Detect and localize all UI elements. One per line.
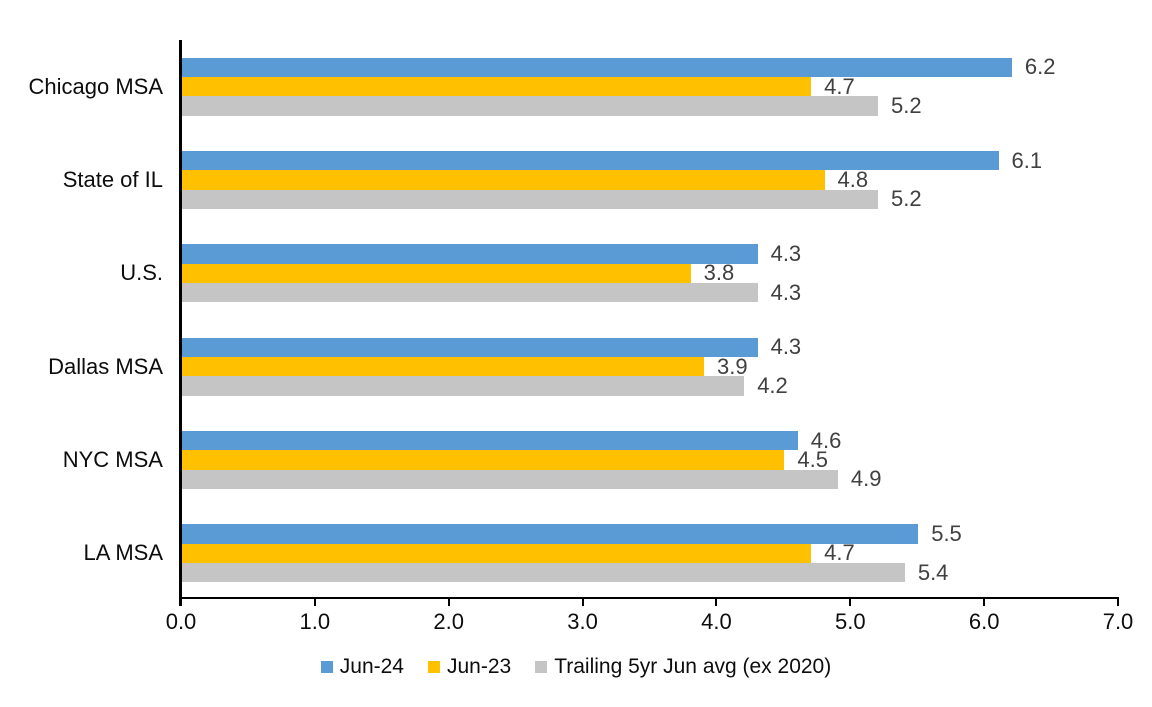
bar-value-label: 4.3 (770, 241, 802, 267)
bar-jun-23 (182, 170, 825, 190)
bar-value-label: 4.3 (770, 279, 802, 305)
bar-trailing-5yr-jun-avg-ex-2020- (182, 562, 905, 583)
x-axis-tick-label: 5.0 (834, 609, 866, 634)
bar-jun-23 (182, 450, 785, 470)
legend-label: Jun-23 (446, 655, 512, 678)
bar-trailing-5yr-jun-avg-ex-2020- (182, 376, 745, 396)
legend-swatch-icon (320, 661, 333, 673)
category-label: NYC MSA (62, 447, 163, 472)
bar-jun-24 (182, 431, 798, 451)
bar-jun-24 (182, 337, 758, 357)
y-axis-line (179, 40, 182, 606)
x-axis-line (179, 596, 1119, 599)
bar-trailing-5yr-jun-avg-ex-2020- (182, 96, 879, 116)
legend-swatch-icon (535, 661, 548, 673)
x-axis-tick-label: 0.0 (165, 609, 197, 634)
x-axis-tick-mark (313, 599, 316, 606)
x-axis-tick-mark (983, 599, 986, 606)
category-label: State of IL (62, 167, 163, 192)
bar-value-label: 4.8 (837, 167, 869, 192)
x-axis-tick-label: 1.0 (299, 609, 331, 634)
category-label: Chicago MSA (28, 73, 163, 99)
x-axis-tick-label: 4.0 (701, 609, 732, 634)
x-axis-tick-label: 6.0 (968, 609, 1000, 634)
bar-value-label: 6.1 (1011, 147, 1043, 173)
bar-value-label: 5.2 (891, 186, 922, 212)
legend-item: Trailing 5yr Jun avg (ex 2020) (535, 655, 831, 679)
bar-value-label: 4.7 (824, 540, 855, 566)
bar-value-label: 6.2 (1024, 54, 1056, 80)
bar-jun-23 (182, 263, 691, 283)
bar-jun-23 (182, 77, 812, 97)
x-axis-tick-mark (715, 599, 718, 606)
bar-value-label: 5.5 (931, 521, 962, 547)
x-axis-tick-mark (581, 599, 584, 606)
bar-jun-23 (182, 357, 705, 377)
bar-trailing-5yr-jun-avg-ex-2020- (182, 282, 758, 303)
bar-value-label: 4.3 (770, 334, 802, 360)
category-label: LA MSA (83, 540, 163, 566)
bar-trailing-5yr-jun-avg-ex-2020- (182, 189, 879, 209)
bar-value-label: 5.2 (891, 92, 922, 118)
x-axis-tick-label: 3.0 (567, 609, 598, 634)
bar-jun-24 (182, 524, 919, 544)
bar-value-label: 4.6 (810, 427, 842, 453)
legend-item: Jun-24 (320, 655, 404, 679)
bar-jun-24 (182, 244, 758, 264)
legend-swatch-icon (427, 661, 440, 673)
bar-jun-23 (182, 543, 812, 563)
bar-jun-24 (182, 57, 1012, 77)
legend-label: Jun-24 (339, 655, 404, 678)
bar-value-label: 5.4 (917, 559, 949, 585)
bar-value-label: 4.2 (757, 372, 788, 398)
legend-item: Jun-23 (427, 655, 512, 679)
bar-value-label: 3.8 (703, 260, 735, 286)
legend-label: Trailing 5yr Jun avg (ex 2020) (554, 655, 832, 678)
bar-value-label: 4.5 (797, 447, 828, 472)
bar-trailing-5yr-jun-avg-ex-2020- (182, 469, 838, 489)
x-axis-tick-mark (1117, 599, 1119, 606)
bar-value-label: 3.9 (717, 353, 748, 379)
x-axis-tick-label: 7.0 (1102, 609, 1134, 634)
bar-value-label: 4.9 (850, 466, 882, 492)
x-axis-tick-label: 2.0 (433, 609, 464, 634)
category-label: U.S. (120, 260, 163, 286)
x-axis-tick-mark (180, 599, 182, 606)
bar-jun-24 (182, 151, 999, 171)
bar-value-label: 4.7 (824, 73, 855, 99)
x-axis-tick-mark (849, 599, 852, 606)
x-axis-tick-mark (447, 599, 450, 606)
legend: Jun-24 Jun-23 Trailing 5yr Jun avg (ex 202… (0, 655, 1152, 679)
category-label: Dallas MSA (48, 353, 163, 379)
